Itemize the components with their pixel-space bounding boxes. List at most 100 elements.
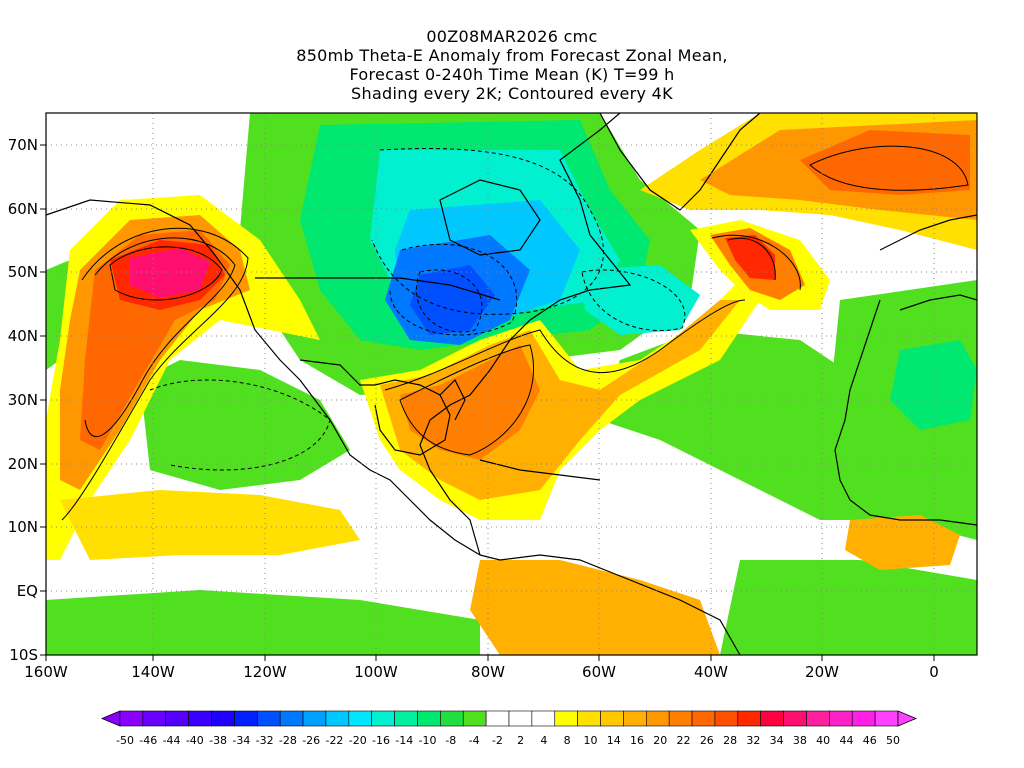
lon-tick-label: 20W xyxy=(805,663,839,681)
colorbar-label: 16 xyxy=(630,734,644,747)
coastlines xyxy=(45,112,978,656)
colorbar-label: -38 xyxy=(209,734,227,747)
lat-tick-label: 50N xyxy=(8,263,38,281)
lon-tick-label: 60W xyxy=(582,663,616,681)
lat-tick-label: 70N xyxy=(8,136,38,154)
colorbar-swatch xyxy=(462,710,487,727)
title-line-2: 850mb Theta-E Anomaly from Forecast Zona… xyxy=(296,46,728,65)
anomaly-region-south-atlantic-cool xyxy=(720,560,977,655)
colorbar-label: 28 xyxy=(723,734,737,747)
colorbar-swatch xyxy=(188,710,212,727)
anomaly-region-pacific-magenta-core xyxy=(130,248,210,298)
lat-tick-label: 60N xyxy=(8,200,38,218)
colorbar-label: -46 xyxy=(139,734,157,747)
coastline-north-america-east xyxy=(419,112,632,556)
colorbar-swatch xyxy=(714,710,739,727)
colorbar-swatch xyxy=(485,710,510,727)
colorbar-label: 4 xyxy=(540,734,547,747)
coastline-florida xyxy=(439,378,466,421)
contour-line-negative xyxy=(581,269,686,332)
colorbar-label: 32 xyxy=(746,734,760,747)
coastline-europe xyxy=(879,214,978,251)
colorbar-swatch xyxy=(279,710,304,727)
colorbar-swatch xyxy=(577,710,601,727)
title-line-1: 00Z08MAR2026 cmc xyxy=(426,27,598,46)
anomaly-region-northeast-atlantic-red-orange xyxy=(800,130,970,195)
anomaly-region-tropical-warm-band xyxy=(60,490,360,560)
anomaly-region-tropical-pacific-cool xyxy=(46,590,480,655)
contour-line-negative xyxy=(389,243,518,336)
colorbar-swatch xyxy=(645,710,670,727)
coastline-gulf-of-mexico xyxy=(374,379,451,456)
anomaly-region-west-africa-warm xyxy=(845,515,960,570)
colorbar-label: 26 xyxy=(700,734,714,747)
colorbar-label: -32 xyxy=(256,734,274,747)
colorbar-label: 34 xyxy=(770,734,784,747)
colorbar-label: 10 xyxy=(583,734,597,747)
colorbar-label: -28 xyxy=(279,734,297,747)
contour-line xyxy=(711,234,801,291)
colorbar-swatch xyxy=(211,710,235,727)
title-line-3: Forecast 0-240h Time Mean (K) T=99 h xyxy=(349,65,675,84)
anomaly-region-atlantic-cool xyxy=(600,330,977,540)
colorbar-arrow-high xyxy=(897,710,918,727)
colorbar-label: 8 xyxy=(564,734,571,747)
colorbar-label: 46 xyxy=(863,734,877,747)
anomaly-region-south-america-warm xyxy=(470,560,720,655)
lat-tick-label: 10N xyxy=(8,518,38,536)
colorbar-swatch xyxy=(783,710,807,727)
colorbar-label: -34 xyxy=(232,734,250,747)
coastline-mediterranean xyxy=(899,294,978,311)
colorbar-label: -40 xyxy=(186,734,204,747)
colorbar-swatch xyxy=(737,710,762,727)
coastline-greenland xyxy=(599,112,761,211)
colorbar-swatch xyxy=(394,710,418,727)
coastline-caribbean xyxy=(479,459,601,481)
lat-tick-label: 10S xyxy=(9,646,38,664)
colorbar-label: -2 xyxy=(492,734,503,747)
coastline-hudson-bay xyxy=(439,179,541,256)
contour-line xyxy=(61,227,249,521)
map-panel xyxy=(46,113,977,655)
colorbar-swatch xyxy=(119,710,144,727)
colorbar-label: 38 xyxy=(793,734,807,747)
colorbar-label: 44 xyxy=(839,734,853,747)
lat-tick-label: 20N xyxy=(8,455,38,473)
lon-tick-label: 160W xyxy=(24,663,68,681)
colorbar-label: 2 xyxy=(517,734,524,747)
contour-lines xyxy=(61,145,969,521)
gridlines xyxy=(46,113,977,655)
lon-tick-label: 140W xyxy=(131,663,175,681)
colorbar-swatch xyxy=(668,710,693,727)
contour-line xyxy=(399,344,535,456)
colorbar-swatch xyxy=(302,710,327,727)
map-frame xyxy=(45,112,978,656)
colorbar-swatch xyxy=(851,710,876,727)
contour-line xyxy=(109,246,223,301)
colorbar-swatch xyxy=(600,710,624,727)
colorbar-swatch xyxy=(234,710,258,727)
axis-tick-marks xyxy=(40,144,935,661)
border-us-canada xyxy=(255,277,501,301)
colorbar-swatch xyxy=(256,710,281,727)
colorbar-label: 50 xyxy=(886,734,900,747)
lon-tick-label: 100W xyxy=(354,663,398,681)
anomaly-region-sahara-cool xyxy=(890,340,977,430)
anomaly-region-pacific-cool xyxy=(140,360,350,490)
lat-tick-label: 40N xyxy=(8,327,38,345)
colorbar-label: 22 xyxy=(677,734,691,747)
colorbar-swatch xyxy=(440,710,464,727)
colorbar-label: -20 xyxy=(349,734,367,747)
contour-line xyxy=(809,145,969,191)
colorbar-swatch xyxy=(806,710,830,727)
anomaly-region-labrador-cyan xyxy=(580,265,700,335)
colorbar-label: 20 xyxy=(653,734,667,747)
colorbar-swatch xyxy=(371,710,395,727)
lat-tick-label: 30N xyxy=(8,391,38,409)
colorbar-label: -14 xyxy=(395,734,413,747)
colorbar-label: 40 xyxy=(816,734,830,747)
colorbar-label: -4 xyxy=(469,734,480,747)
colorbar-swatch xyxy=(874,710,899,727)
colorbar-label: -22 xyxy=(325,734,343,747)
